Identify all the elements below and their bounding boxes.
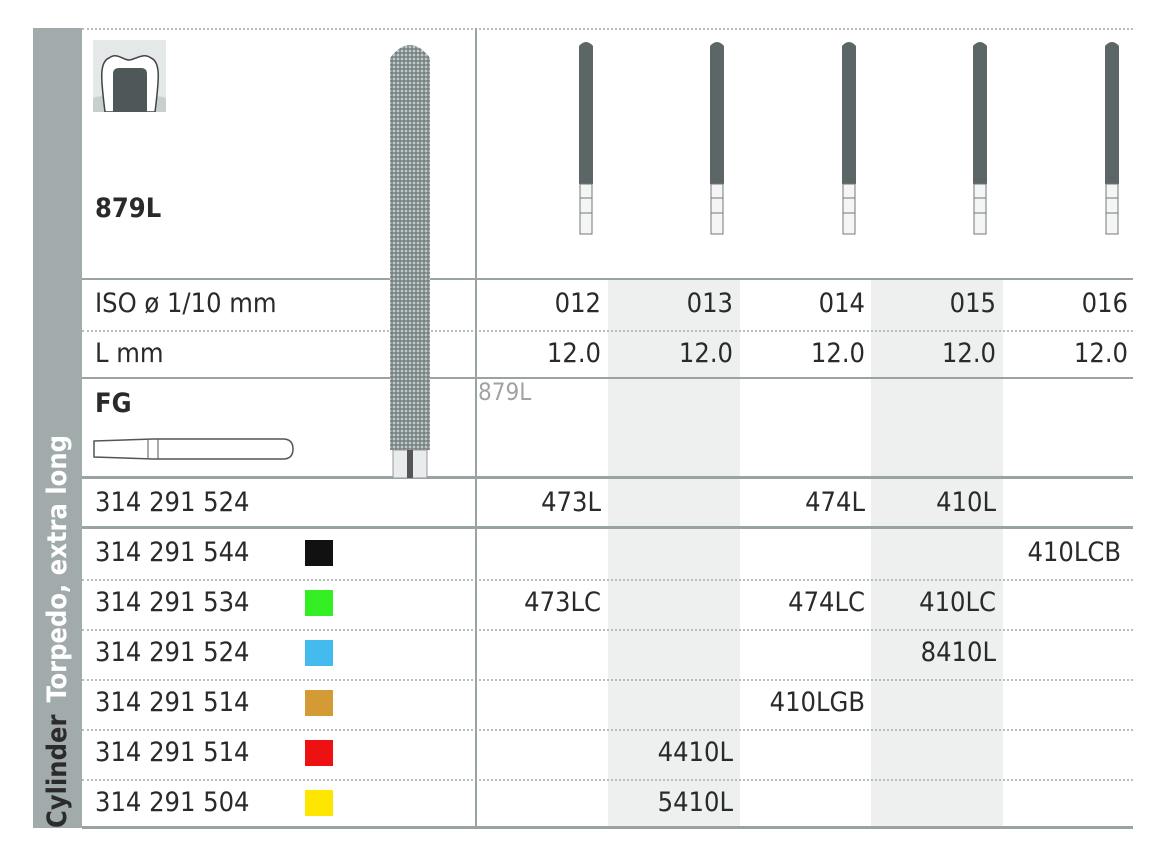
large-bur-image	[390, 45, 430, 478]
iso-label: ISO ø 1/10 mm	[95, 288, 277, 319]
product-code: 314 291 524	[95, 637, 250, 668]
color-ring-swatch	[305, 690, 333, 716]
divider	[82, 330, 1133, 332]
article-number[interactable]: 473LC	[524, 587, 601, 618]
length-label: L mm	[95, 338, 164, 369]
divider	[82, 28, 1133, 30]
length-value: 12.0	[678, 338, 733, 369]
divider	[82, 278, 1133, 280]
desc-label: Torpedo, extra long	[42, 434, 73, 703]
fg-shank-icon	[93, 438, 294, 460]
product-code: 314 291 544	[95, 537, 250, 568]
color-ring-swatch	[305, 790, 333, 816]
product-code: 314 291 524	[95, 487, 250, 518]
length-value: 12.0	[810, 338, 865, 369]
color-ring-swatch	[305, 640, 333, 666]
ghost-model-text: 879L	[478, 378, 532, 406]
shank-type: FG	[95, 388, 132, 419]
column-divider	[475, 28, 477, 828]
tooth-crown-icon	[93, 40, 166, 112]
divider	[82, 579, 1133, 581]
article-number[interactable]: 410LCB	[1027, 537, 1121, 568]
iso-value: 016	[1081, 288, 1128, 319]
divider	[82, 377, 1133, 379]
color-ring-swatch	[305, 590, 333, 616]
shaded-column	[608, 280, 740, 828]
color-ring-swatch	[305, 540, 333, 566]
length-value: 12.0	[941, 338, 996, 369]
bur-icon	[579, 42, 593, 235]
iso-value: 014	[818, 288, 865, 319]
color-ring-swatch	[305, 740, 333, 766]
divider	[82, 679, 1133, 681]
iso-value: 015	[949, 288, 996, 319]
bur-images-row	[579, 41, 1120, 235]
article-number[interactable]: 410LGB	[769, 687, 865, 718]
divider	[82, 779, 1133, 781]
shape-label: Cylinder	[42, 714, 73, 828]
divider	[82, 629, 1133, 631]
article-number[interactable]: 5410L	[657, 787, 733, 818]
model-number: 879L	[95, 193, 162, 224]
length-value: 12.0	[546, 338, 601, 369]
shaded-column	[871, 280, 1003, 828]
iso-value: 013	[686, 288, 733, 319]
product-code: 314 291 514	[95, 687, 250, 718]
length-value: 12.0	[1073, 338, 1128, 369]
article-number[interactable]: 474LC	[788, 587, 865, 618]
divider	[82, 826, 1133, 829]
product-code: 314 291 514	[95, 737, 250, 768]
article-number[interactable]: 473L	[541, 487, 601, 518]
product-code: 314 291 534	[95, 587, 250, 618]
article-number[interactable]: 410L	[936, 487, 996, 518]
product-code: 314 291 504	[95, 787, 250, 818]
article-number[interactable]: 4410L	[657, 737, 733, 768]
article-number[interactable]: 8410L	[920, 637, 996, 668]
article-number[interactable]: 474L	[805, 487, 865, 518]
divider	[82, 526, 1133, 529]
sidebar	[33, 28, 82, 828]
divider	[82, 729, 1133, 731]
iso-value: 012	[554, 288, 601, 319]
divider	[82, 476, 1133, 479]
side-label: Cylinder Torpedo, extra long	[33, 28, 82, 828]
article-number[interactable]: 410LC	[919, 587, 996, 618]
